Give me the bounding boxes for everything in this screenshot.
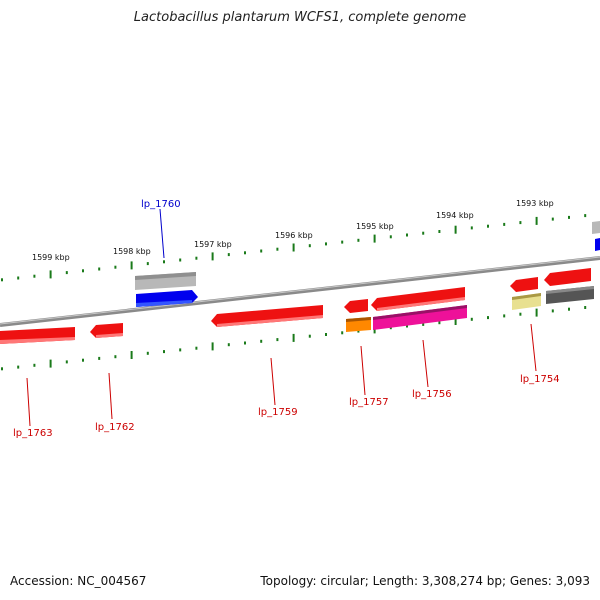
gene-red-right[interactable] <box>544 268 591 286</box>
gene-label-lp_1763[interactable]: lp_1763 <box>13 428 53 439</box>
kbp-label-1594: 1594 kbp <box>436 211 474 220</box>
kbp-label-1598: 1598 kbp <box>113 247 151 256</box>
kbp-label-1593: 1593 kbp <box>516 199 554 208</box>
genome-summary-text: Topology: circular; Length: 3,308,274 bp… <box>260 574 590 588</box>
leader-lp_1763 <box>26 377 31 427</box>
genome-backbone-highlight <box>0 256 600 325</box>
leader-lp_1756 <box>422 339 429 388</box>
kbp-label-1596: 1596 kbp <box>275 231 313 240</box>
gene-label-lp_1757[interactable]: lp_1757 <box>349 397 389 408</box>
gene-label-lp_1754[interactable]: lp_1754 <box>520 374 560 385</box>
leader-lp_1757 <box>360 345 366 396</box>
gene-lp_1760[interactable] <box>136 290 198 307</box>
gene-lp_1757[interactable] <box>346 317 371 332</box>
gene-lp_1763[interactable] <box>0 327 75 344</box>
gene-lp_1755[interactable] <box>371 287 465 311</box>
accession-text: Accession: NC_004567 <box>10 574 147 588</box>
outer-scale-ticks <box>1 214 587 282</box>
kbp-label-1595: 1595 kbp <box>356 222 394 231</box>
gene-gray-outer[interactable] <box>135 272 196 290</box>
gene-label-lp_1756[interactable]: lp_1756 <box>412 389 452 400</box>
gene-yellow[interactable] <box>512 293 541 310</box>
kbp-label-1597: 1597 kbp <box>194 240 232 249</box>
gene-lp_1762[interactable] <box>90 323 123 338</box>
gene-lp_1759[interactable] <box>211 305 323 327</box>
gene-label-lp_1760[interactable]: lp_1760 <box>141 199 181 210</box>
gene-lp_1754[interactable] <box>510 277 538 292</box>
gene-label-lp_1759[interactable]: lp_1759 <box>258 407 298 418</box>
gene-lp_1758[interactable] <box>344 299 368 313</box>
gene-blue-right[interactable] <box>595 238 600 251</box>
kbp-label-1599: 1599 kbp <box>32 253 70 262</box>
map-title: Lactobacillus plantarum WCFS1, complete … <box>133 10 467 25</box>
leader-lp_1760 <box>159 208 165 259</box>
leader-lp_1762 <box>108 372 113 420</box>
gene-label-lp_1762[interactable]: lp_1762 <box>95 422 135 433</box>
gene-gray-right[interactable] <box>592 221 600 234</box>
gene-darkgray-right[interactable] <box>546 286 594 304</box>
gene-lp_1756[interactable] <box>373 305 467 330</box>
leader-lp_1759 <box>270 357 276 406</box>
genome-backbone <box>0 256 600 327</box>
leader-lp_1754 <box>530 323 537 372</box>
